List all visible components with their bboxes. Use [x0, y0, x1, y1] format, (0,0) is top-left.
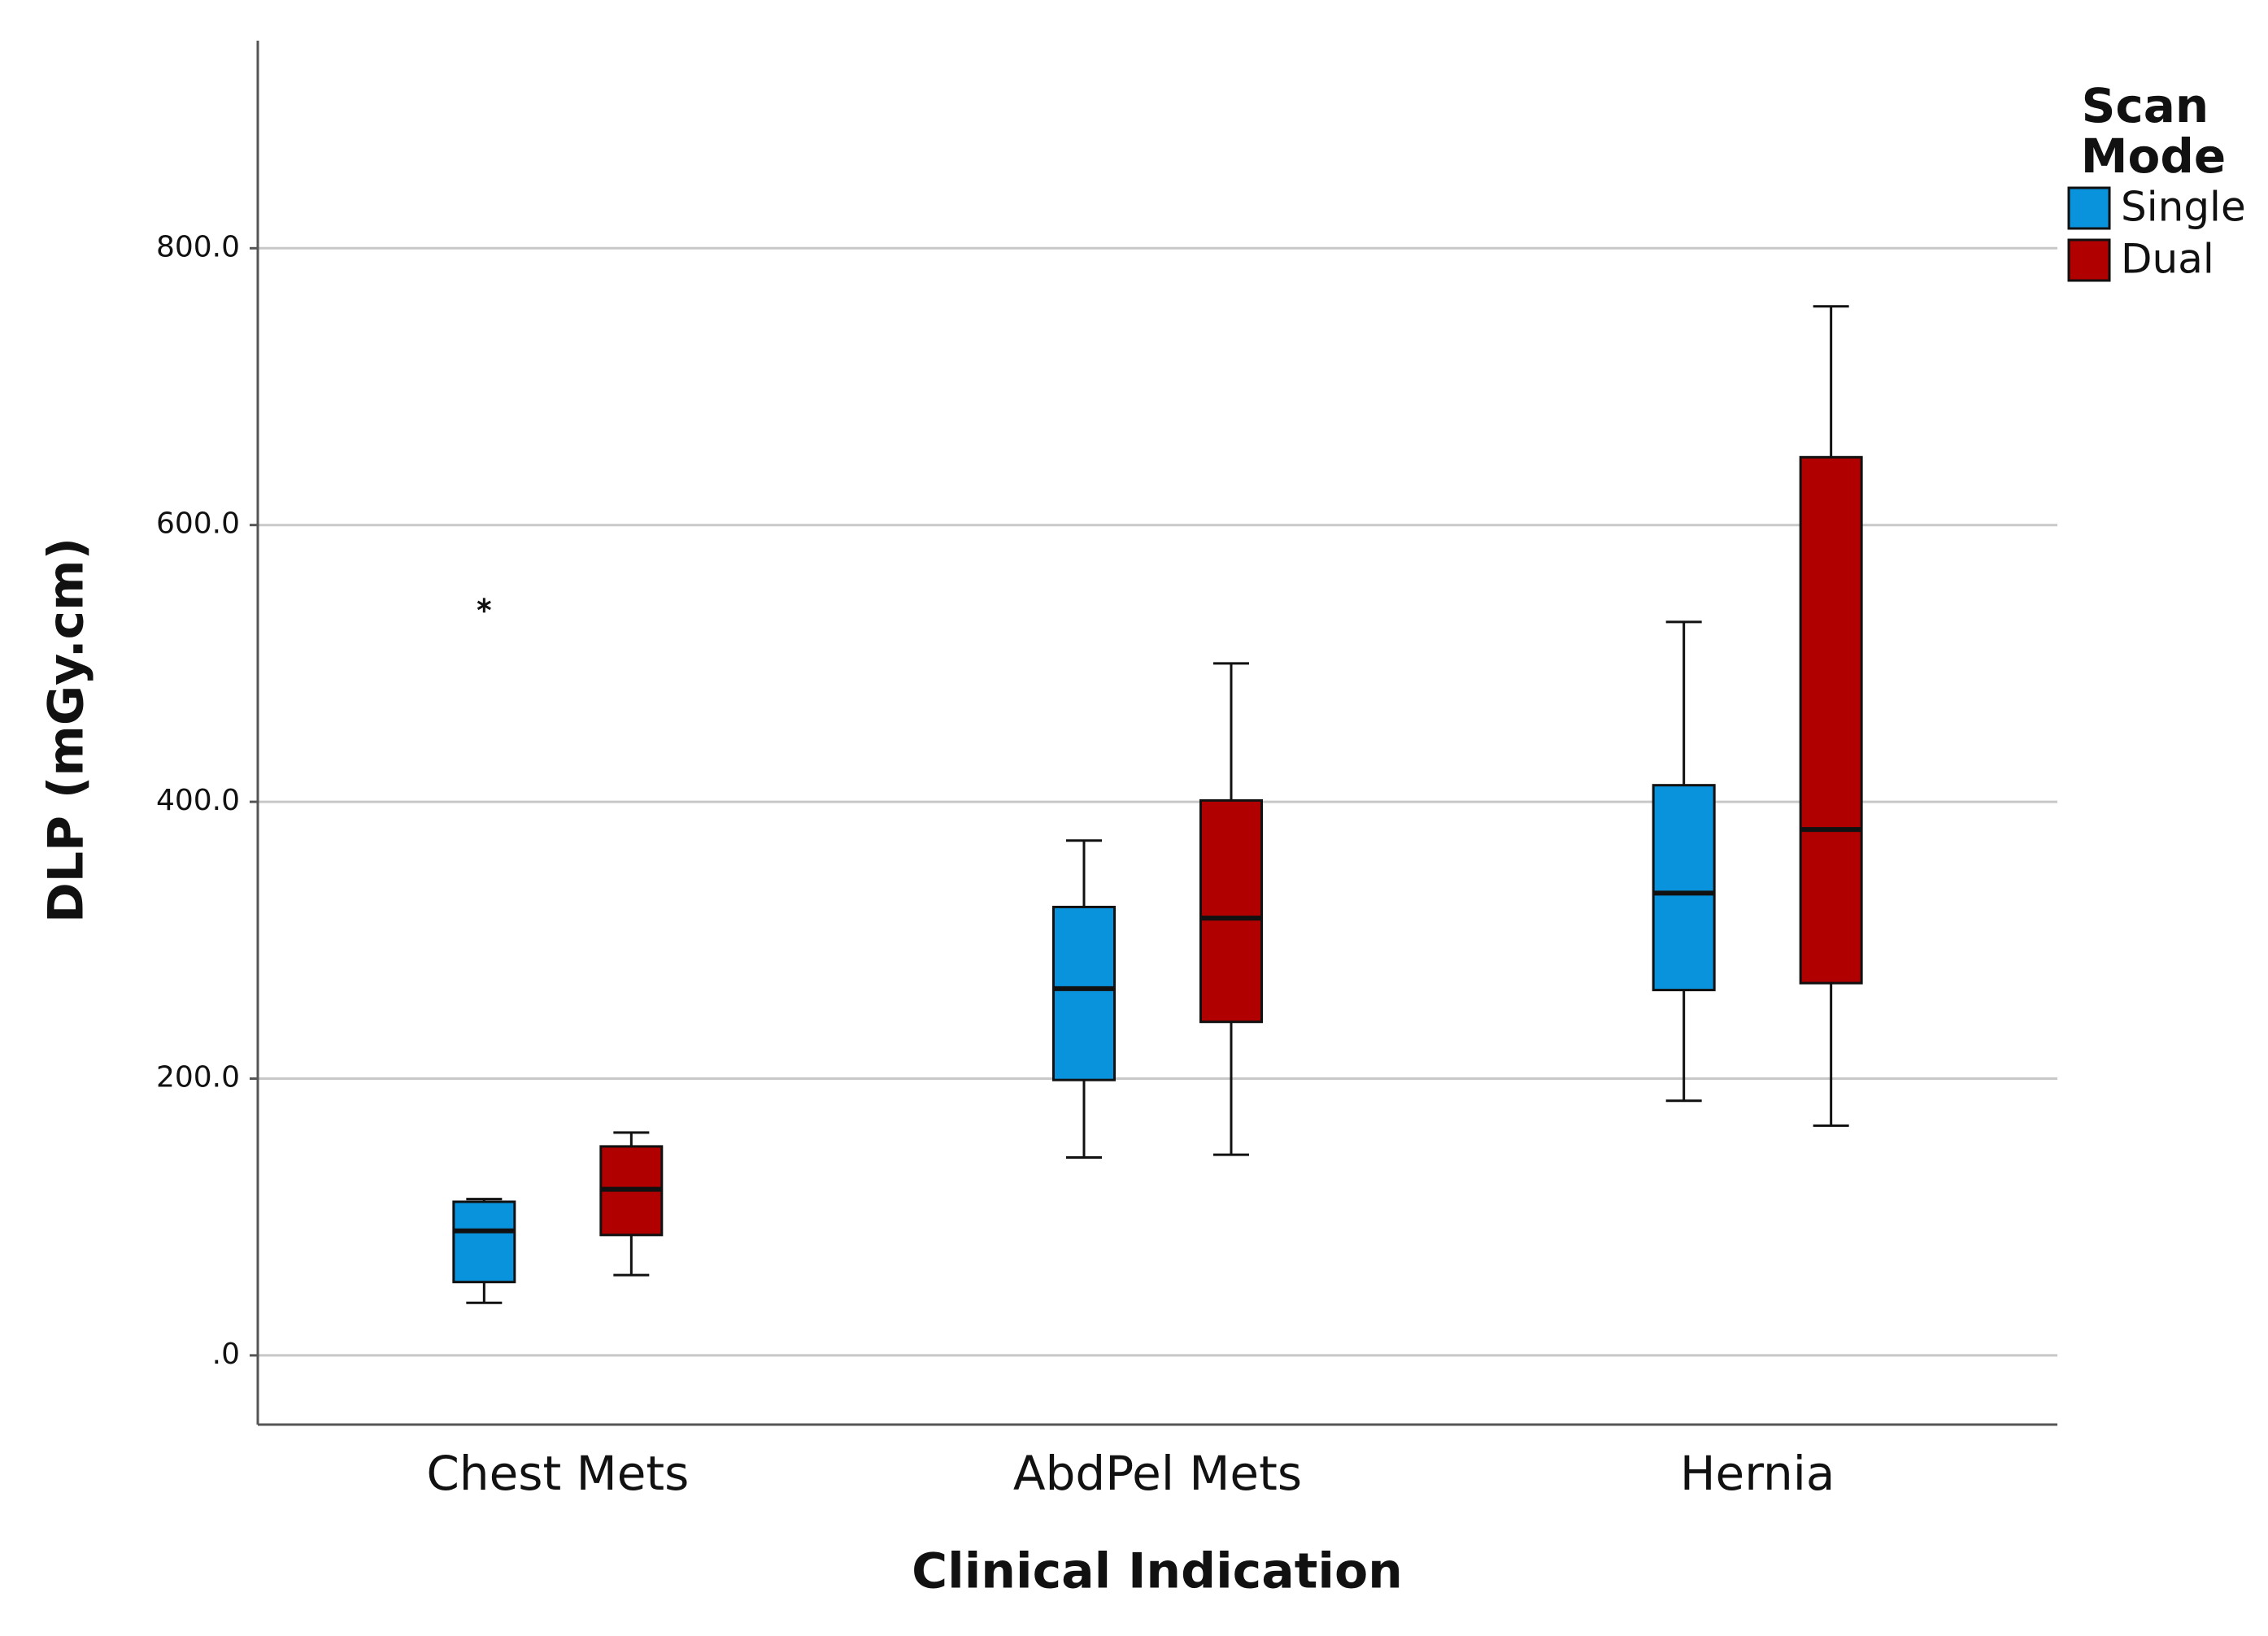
box	[1199, 798, 1263, 1024]
y-tick-label: 200.0	[156, 1061, 240, 1094]
box	[1052, 905, 1116, 1081]
legend-swatch	[2067, 186, 2111, 230]
whisker-high	[1665, 620, 1702, 785]
y-tick-label: .0	[212, 1338, 240, 1371]
x-tick-label: Hernia	[1680, 1446, 1835, 1501]
whisker-high	[1213, 662, 1249, 801]
whisker-low	[1813, 983, 1849, 1127]
box	[1652, 784, 1716, 992]
whisker-low	[1066, 1080, 1102, 1160]
box	[1799, 455, 1863, 985]
whisker-low	[1665, 990, 1702, 1103]
whisker-high	[1066, 839, 1102, 907]
x-axis-title: Clinical Indication	[912, 1543, 1403, 1600]
legend-swatch	[2067, 238, 2111, 282]
whisker-low	[613, 1234, 650, 1277]
legend-label: Single	[2121, 184, 2246, 231]
outlier	[477, 598, 491, 613]
whisker-high	[1813, 305, 1849, 458]
x-tick-label: Chest Mets	[426, 1446, 689, 1501]
whisker-low	[1213, 1021, 1249, 1156]
y-tick-label: 400.0	[156, 784, 240, 817]
legend-label: Dual	[2121, 236, 2214, 283]
whisker-high	[613, 1131, 650, 1147]
y-tick-label: 800.0	[156, 230, 240, 263]
legend-title: Scan Mode	[2081, 78, 2226, 184]
x-tick-label: AbdPel Mets	[1013, 1446, 1302, 1501]
whisker-low	[466, 1281, 503, 1304]
y-axis-title: DLP (mGy.cm)	[38, 537, 95, 923]
y-tick-label: 600.0	[156, 507, 240, 541]
box	[452, 1200, 516, 1284]
